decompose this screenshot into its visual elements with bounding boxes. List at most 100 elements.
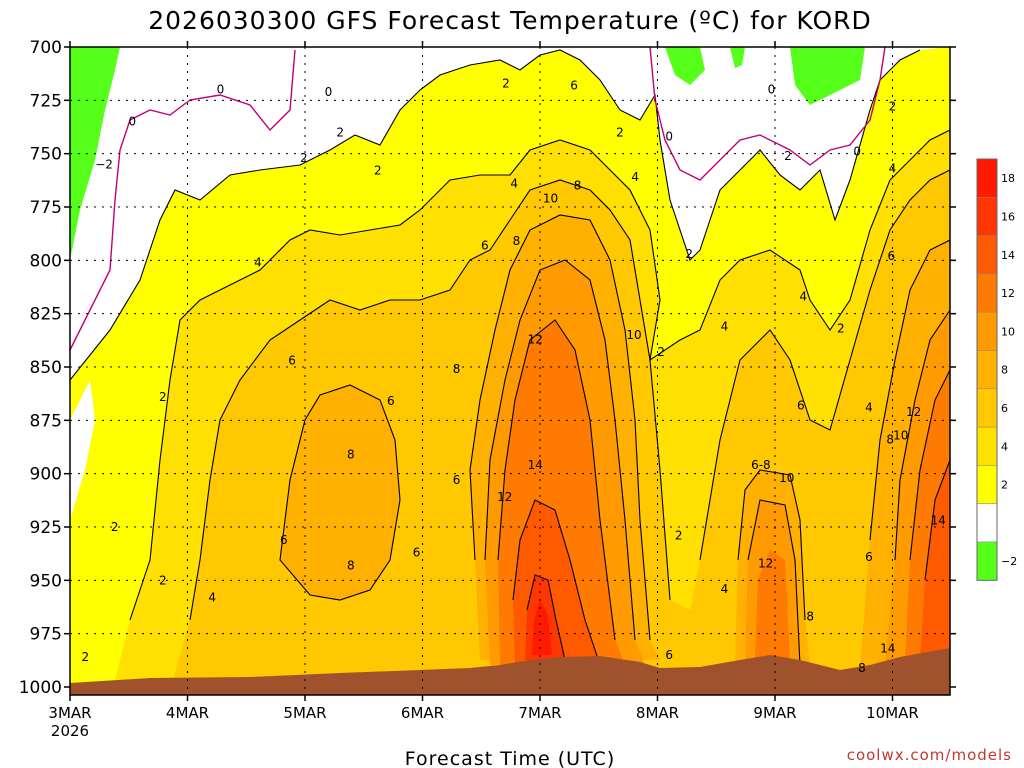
contour-label: 2	[889, 100, 897, 114]
contour-label: 2	[374, 164, 382, 178]
x-tick-label: 6MAR	[401, 704, 444, 722]
x-tick-label: 9MAR	[753, 704, 796, 722]
temperature-bands	[70, 47, 950, 695]
y-tick-label: 900	[30, 465, 62, 485]
contour-label: 0	[217, 83, 225, 97]
y-tick-label: 825	[30, 305, 62, 325]
contour-label: 8	[347, 558, 355, 572]
y-tick-label: 1000	[19, 678, 62, 698]
plot-area: 0−22222044266022688686624812121410862410…	[70, 47, 950, 695]
plot-frame	[69, 46, 951, 696]
contour-label: 2	[784, 149, 792, 163]
contour-label: 4	[208, 590, 216, 604]
contour-label: 2	[675, 529, 683, 543]
contour-label: 14	[931, 514, 946, 528]
contour-label: 0	[665, 130, 673, 144]
contour-label: 6	[865, 550, 873, 564]
contour-label: 4	[254, 255, 262, 269]
y-tick-label: 725	[30, 91, 62, 111]
contour-lines	[70, 49, 950, 666]
band-minus2c-b	[665, 47, 705, 85]
chart-title: 2026030300 GFS Forecast Temperature (ºC)…	[148, 6, 872, 35]
contour-label: 12	[528, 332, 543, 346]
contour-0c	[70, 47, 886, 351]
contour-label: 8	[453, 362, 461, 376]
contour-label: 0	[128, 115, 136, 129]
contour-label: 0	[768, 83, 776, 97]
contour-label: 8	[858, 661, 866, 675]
x-tick-label: 10MAR	[866, 704, 919, 722]
legend-label: 18	[1001, 172, 1015, 185]
contour-2c	[70, 49, 921, 381]
contour-label: 2	[837, 322, 845, 336]
legend-label: 16	[1001, 210, 1015, 223]
contour-label: 2	[336, 125, 344, 139]
contour-label: 6	[570, 78, 578, 92]
terrain	[70, 648, 950, 695]
contour-label: 2	[159, 390, 167, 404]
legend-label: 10	[1001, 325, 1015, 338]
contour-label: 6	[413, 546, 421, 560]
x-tick-label: 7MAR	[518, 704, 561, 722]
contour-label: 2	[657, 345, 665, 359]
contour-12c-core	[497, 319, 616, 641]
contour-label: 8	[886, 433, 894, 447]
y-tick-label: 875	[30, 411, 62, 431]
contour-label: 8	[513, 234, 521, 248]
contour-label: 4	[721, 319, 729, 333]
legend-label: 4	[1001, 440, 1008, 453]
contour-labels: 0−22222044266022688686624812121410862410…	[81, 76, 946, 675]
contour-label: 2	[111, 520, 119, 534]
contour-8c-core	[469, 214, 651, 641]
contour-label: 6-8	[751, 458, 771, 472]
legend-label: 8	[1001, 364, 1008, 377]
contour-label: 0	[325, 85, 333, 99]
legend-label: 12	[1001, 287, 1015, 300]
legend-swatch	[976, 197, 998, 236]
x-tick-label: 5MAR	[283, 704, 326, 722]
contour-label: 0	[853, 145, 861, 159]
contour-label: 4	[799, 290, 807, 304]
y-tick-label: 950	[30, 571, 62, 591]
x-tick-label: 8MAR	[636, 704, 679, 722]
contour-label: 2	[81, 650, 89, 664]
contour-label: 4	[865, 401, 873, 415]
contour-label: 12	[758, 556, 773, 570]
legend-label: 14	[1001, 249, 1015, 262]
band-14c-far-right	[920, 460, 950, 695]
contour-label: 6	[665, 648, 673, 662]
contour-label: 14	[528, 458, 543, 472]
contour-label: 2	[616, 125, 624, 139]
y-tick-label: 800	[30, 251, 62, 271]
contour-6c	[189, 169, 950, 621]
y-tick-label: 700	[30, 38, 62, 58]
contour-label: 12	[906, 405, 921, 419]
contour-label: 2	[159, 573, 167, 587]
band-12c-right	[755, 550, 790, 660]
contour-label: 6	[888, 249, 896, 263]
contour-label: 8	[806, 610, 814, 624]
contour-8c-left	[279, 384, 401, 601]
x-axis-label: Forecast Time (UTC)	[405, 748, 615, 768]
contour-4c	[129, 129, 950, 621]
contour-label: 10	[543, 191, 558, 205]
contour-label: 6	[481, 238, 489, 252]
y-tick-label: 850	[30, 358, 62, 378]
x-tick-sublabel: 2026	[51, 722, 89, 740]
contour-label: 4	[889, 162, 897, 176]
contour-label: 6	[280, 533, 288, 547]
contour-label: 6	[797, 398, 805, 412]
band-minus2c-c	[730, 47, 745, 68]
contour-label: 2	[300, 151, 308, 165]
contour-label: 8	[347, 447, 355, 461]
credit-text: coolwx.com/models	[847, 746, 1012, 764]
contour-label: 4	[721, 582, 729, 596]
legend-swatch	[976, 388, 998, 428]
x-tick-label: 3MAR	[48, 704, 91, 722]
contour-label: 4	[631, 170, 639, 184]
contour-label: 2	[685, 247, 693, 261]
contour-label: −2	[95, 157, 113, 171]
